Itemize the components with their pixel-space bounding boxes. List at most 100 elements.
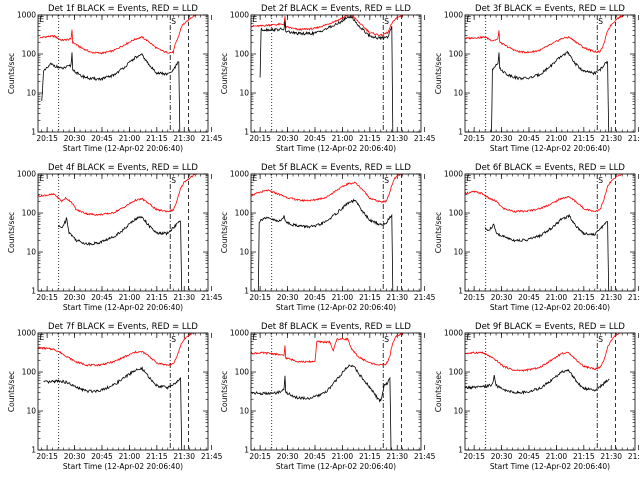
edge-label-left: E <box>467 333 472 342</box>
x-tick-label: 20:15 <box>249 134 271 143</box>
y-axis-label: Counts/sec <box>434 371 443 412</box>
y-tick-label: 1 <box>458 287 463 296</box>
y-tick-label: 100 <box>235 209 250 218</box>
lld-series-line <box>38 174 197 217</box>
y-tick-label: 1000 <box>444 11 463 20</box>
x-tick-label: 21:30 <box>173 134 195 143</box>
x-tick-label: 21:30 <box>173 452 195 461</box>
x-tick-label: 20:15 <box>36 134 58 143</box>
x-tick-label: 21:00 <box>332 134 354 143</box>
x-tick-label: 21:45 <box>414 293 436 302</box>
edge-label-left: E <box>467 174 472 183</box>
y-tick-label: 1 <box>244 446 249 455</box>
panel-title: Det 9f BLACK = Events, RED = LLD <box>475 322 625 332</box>
lld-series-line <box>465 174 624 213</box>
detector-panel-7: Det 7f BLACK = Events, RED = LLD Counts/s… <box>7 322 223 471</box>
panel-frame <box>464 332 636 451</box>
detector-panel-3: Det 3f BLACK = Events, RED = LLD Counts/s… <box>434 4 640 153</box>
panel-frame <box>37 332 209 451</box>
edge-label-right: S <box>384 17 389 26</box>
x-tick-label: 20:15 <box>463 293 485 302</box>
x-tick-label: 21:30 <box>386 452 408 461</box>
x-tick-label: 21:30 <box>600 134 622 143</box>
panel-frame <box>464 173 636 292</box>
x-tick-label: 20:45 <box>304 452 326 461</box>
x-tick-label: 20:30 <box>491 134 513 143</box>
x-tick-label: 21:15 <box>146 293 168 302</box>
edge-label-left: E <box>467 15 472 24</box>
y-tick-label: 100 <box>235 368 250 377</box>
x-tick-label: 21:45 <box>628 134 640 143</box>
panel-title: Det 3f BLACK = Events, RED = LLD <box>475 4 625 14</box>
x-tick-label: 20:45 <box>304 134 326 143</box>
edge-label-right: S <box>384 335 389 344</box>
edge-label-right: S <box>598 335 603 344</box>
lld-series-line <box>251 333 404 366</box>
y-tick-label: 1 <box>31 287 36 296</box>
detector-panel-9: Det 9f BLACK = Events, RED = LLD Counts/s… <box>434 322 640 471</box>
panel-title: Det 5f BLACK = Events, RED = LLD <box>261 163 411 173</box>
x-tick-label: 21:15 <box>359 293 381 302</box>
x-tick-label: 21:00 <box>546 452 568 461</box>
x-tick-label: 21:45 <box>201 293 223 302</box>
x-tick-label: 20:45 <box>91 293 113 302</box>
events-series-line <box>484 213 610 291</box>
y-axis-label: Counts/sec <box>7 371 16 412</box>
x-tick-label: 21:00 <box>546 293 568 302</box>
x-tick-label: 21:45 <box>201 452 223 461</box>
y-tick-label: 1 <box>244 287 249 296</box>
y-tick-label: 100 <box>22 209 37 218</box>
y-tick-label: 10 <box>26 248 36 257</box>
x-axis-label: Start Time (12-Apr-02 20:06:40) <box>276 144 396 153</box>
x-axis-label: Start Time (12-Apr-02 20:06:40) <box>276 303 396 312</box>
x-axis-label: Start Time (12-Apr-02 20:06:40) <box>490 144 610 153</box>
y-tick-label: 1000 <box>230 11 249 20</box>
y-tick-label: 1000 <box>444 329 463 338</box>
x-tick-label: 20:30 <box>64 293 86 302</box>
y-tick-label: 10 <box>26 89 36 98</box>
x-tick-label: 20:15 <box>463 134 485 143</box>
x-tick-label: 20:45 <box>91 452 113 461</box>
x-tick-label: 20:30 <box>277 293 299 302</box>
x-tick-label: 20:45 <box>518 134 540 143</box>
events-series-line <box>259 15 394 132</box>
x-tick-label: 20:30 <box>277 134 299 143</box>
edge-label-left: E <box>40 333 45 342</box>
y-tick-label: 1000 <box>444 170 463 179</box>
x-tick-label: 20:45 <box>518 452 540 461</box>
events-series-line <box>251 364 392 450</box>
x-tick-label: 21:30 <box>600 293 622 302</box>
x-tick-label: 21:15 <box>146 134 168 143</box>
edge-label-right: S <box>171 17 176 26</box>
y-tick-label: 10 <box>26 407 36 416</box>
y-tick-label: 100 <box>449 50 464 59</box>
panel-title: Det 6f BLACK = Events, RED = LLD <box>475 163 625 173</box>
x-axis-label: Start Time (12-Apr-02 20:06:40) <box>63 462 183 471</box>
x-tick-label: 21:00 <box>119 134 141 143</box>
x-tick-label: 21:30 <box>173 293 195 302</box>
x-tick-label: 21:15 <box>573 452 595 461</box>
detector-panel-8: Det 8f BLACK = Events, RED = LLD Counts/s… <box>220 322 436 471</box>
y-tick-label: 1000 <box>17 170 36 179</box>
x-tick-label: 21:30 <box>386 134 408 143</box>
y-tick-label: 1000 <box>230 329 249 338</box>
y-axis-label: Counts/sec <box>220 212 229 253</box>
y-axis-label: Counts/sec <box>434 212 443 253</box>
y-tick-label: 100 <box>449 368 464 377</box>
x-tick-label: 21:45 <box>414 134 436 143</box>
events-series-line <box>57 215 183 291</box>
x-tick-label: 20:45 <box>91 134 113 143</box>
detector-panel-2: Det 2f BLACK = Events, RED = LLD Counts/s… <box>220 4 436 153</box>
panel-title: Det 7f BLACK = Events, RED = LLD <box>48 322 198 332</box>
x-tick-label: 20:30 <box>64 134 86 143</box>
x-tick-label: 20:15 <box>36 293 58 302</box>
x-tick-label: 21:00 <box>332 293 354 302</box>
lld-series-line <box>251 15 406 37</box>
events-series-line <box>41 52 181 132</box>
x-tick-label: 21:30 <box>386 293 408 302</box>
y-tick-label: 10 <box>453 89 463 98</box>
x-tick-label: 21:00 <box>332 452 354 461</box>
x-tick-label: 21:15 <box>573 293 595 302</box>
panel-title: Det 2f BLACK = Events, RED = LLD <box>261 4 411 14</box>
